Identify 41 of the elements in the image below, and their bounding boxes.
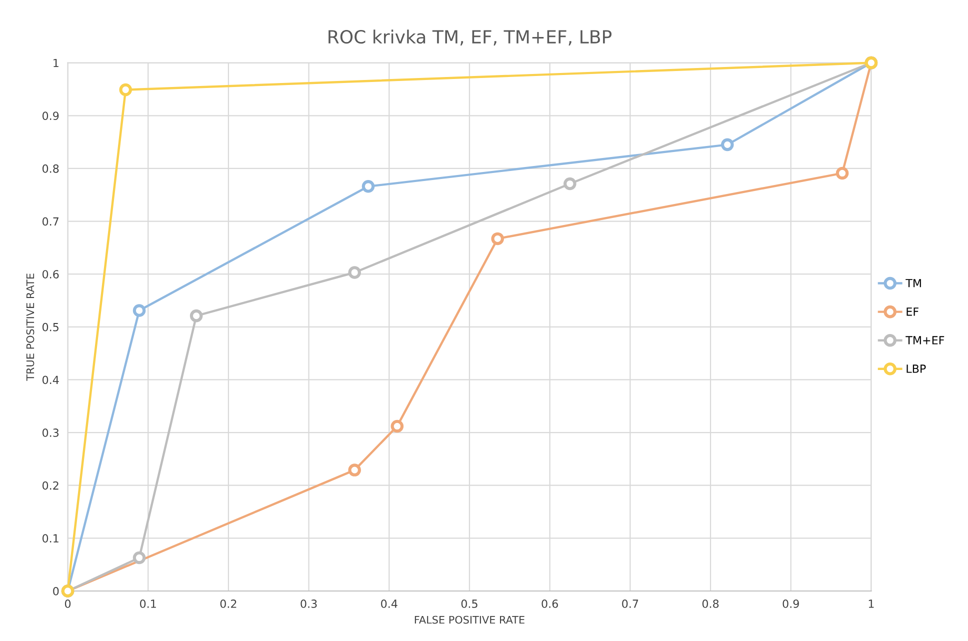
- x-tick-label: 0.1: [140, 600, 156, 608]
- y-tick-label: 0.8: [42, 164, 59, 173]
- chart-title: ROC krivka TM, EF, TM+EF, LBP: [328, 30, 612, 46]
- x-tick-label: 1: [868, 600, 874, 608]
- point: [119, 83, 132, 96]
- y-tick-label: 0: [53, 586, 59, 596]
- x-tick-label: 0.4: [381, 600, 398, 608]
- point: [348, 464, 361, 476]
- point: [720, 138, 734, 152]
- point: [190, 309, 203, 322]
- x-tick-label: 0.7: [622, 600, 638, 608]
- point: [132, 551, 146, 564]
- x-tick-label: 0.3: [300, 600, 317, 608]
- x-tick-label: 0: [64, 600, 71, 608]
- y-tick-label: 1: [54, 58, 58, 68]
- point: [132, 304, 146, 317]
- point: [348, 266, 361, 279]
- legend-label: TM: [906, 279, 921, 288]
- x-tick-label: 0.5: [461, 600, 478, 608]
- y-tick-label: 0.2: [42, 481, 58, 490]
- y-tick-label: 0.3: [42, 428, 59, 437]
- x-tick-label: 0.2: [220, 600, 236, 608]
- y-tick-label: 0.1: [42, 534, 58, 543]
- point: [390, 420, 404, 433]
- legend-label: LBP: [906, 364, 926, 373]
- x-axis-title: FALSE POSITIVE RATE: [414, 616, 524, 624]
- x-tick-label: 0.9: [782, 600, 799, 608]
- point: [836, 166, 849, 180]
- point: [491, 232, 504, 246]
- point: [564, 177, 576, 190]
- legend-label: TM+EF: [906, 336, 944, 344]
- y-tick-label: 0.6: [42, 270, 59, 278]
- y-tick-label: 0.4: [42, 376, 59, 384]
- legend-label: EF: [906, 308, 918, 316]
- y-axis-title: TRUE POSITIVE RATE: [26, 274, 34, 381]
- x-tick-label: 0.6: [542, 600, 558, 608]
- y-tick-label: 0.5: [42, 322, 58, 332]
- y-tick-label: 0.9: [42, 112, 59, 120]
- point: [362, 180, 375, 193]
- y-tick-label: 0.7: [42, 217, 58, 226]
- x-tick-label: 0.8: [702, 600, 719, 608]
